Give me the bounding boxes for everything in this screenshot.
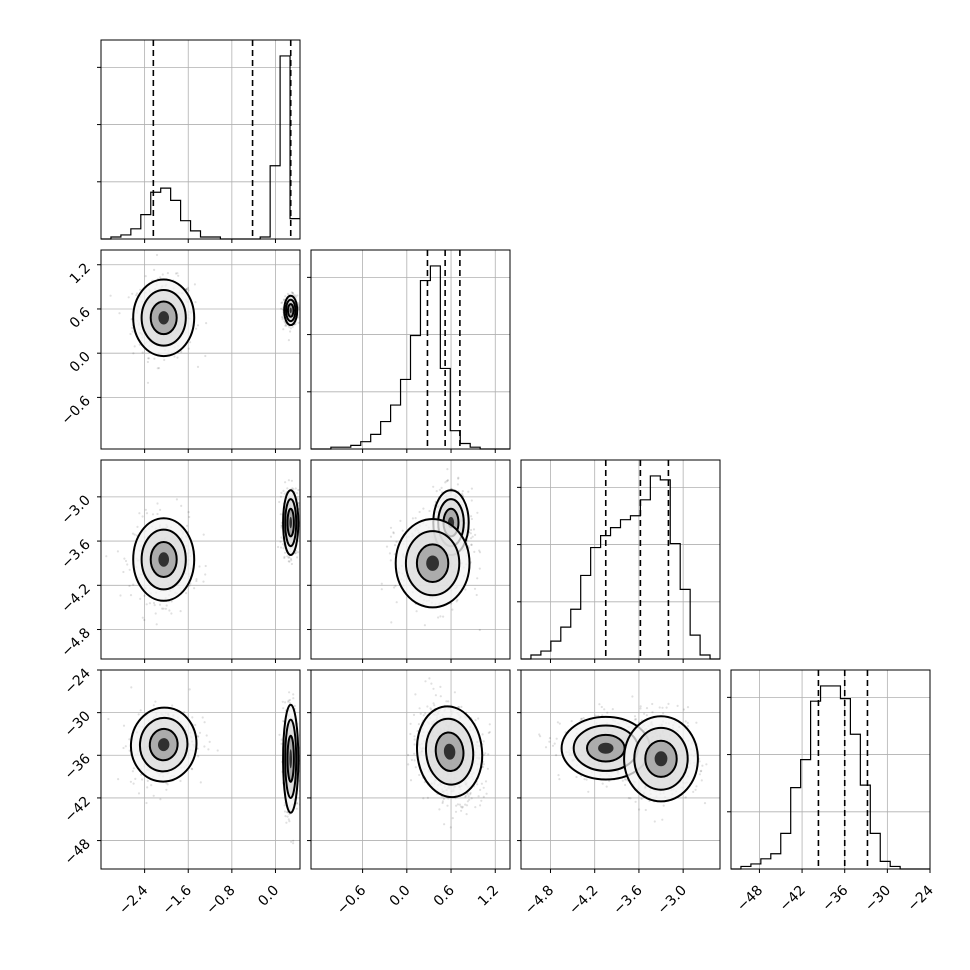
scatter-panel-1-2 [97,249,301,453]
panel-frame [100,459,301,660]
histogram-steps [521,475,720,660]
density-contour [157,738,170,752]
x-tick-label: 1.2 [475,883,502,910]
histogram-steps [731,685,930,870]
x-tick-label: 0.6 [431,882,458,909]
x-tick-label: −1.6 [160,882,195,917]
x-tick-label: −24 [905,882,937,914]
x-tick-label: −36 [819,882,851,914]
histogram-steps [311,265,510,450]
y-tick-label: −3.6 [58,537,93,572]
y-tick-label: 0.6 [67,304,94,331]
hist-panel-2 [307,249,511,453]
density-contour [289,749,292,769]
y-tick-label: −0.6 [58,393,93,428]
x-tick-label: −3.0 [655,883,690,918]
hist-panel-3 [517,459,721,663]
panel-frame [520,669,721,870]
panel-frame [520,459,721,660]
panel-frame [310,669,511,870]
histogram-steps [101,55,300,240]
panel-bg [101,250,300,449]
panel-frame [730,669,931,870]
panel-frame [310,459,511,660]
x-tick-label: −42 [777,883,809,915]
x-tick-label: −30 [862,883,894,915]
y-tick-label: 1.2 [67,260,94,287]
panel-bg [101,670,300,869]
density-contour [289,307,292,313]
y-tick-label: −42 [62,793,94,825]
scatter-panel-1-3 [97,459,301,663]
x-tick-label: −2.4 [116,882,151,917]
y-tick-label: −24 [62,665,94,697]
density-contour [654,751,668,767]
hist-panel-1 [97,39,301,243]
x-tick-label: −4.8 [522,883,557,918]
panel-frame [100,249,301,450]
x-tick-label: −0.6 [334,882,369,917]
density-contour [598,742,614,754]
scatter-panel-2-3 [307,459,511,663]
panel-frame [100,669,301,870]
density-contour [426,555,439,571]
x-tick-label: −3.6 [610,882,645,917]
y-tick-label: −3.0 [58,492,93,527]
y-tick-label: −36 [62,751,94,783]
scatter-panel-1-4 [97,669,301,873]
x-tick-label: 0.0 [255,883,282,910]
x-tick-label: −4.2 [566,883,601,918]
x-tick-label: −0.8 [203,883,238,918]
panel-frame [310,249,511,450]
density-contour [289,516,292,529]
density-contour [443,743,456,760]
x-tick-label: 0.0 [387,883,414,910]
density-contour [158,552,169,567]
y-tick-label: −4.2 [58,581,93,616]
hist-panel-4 [727,669,931,873]
y-tick-label: −30 [62,708,94,740]
y-tick-label: −4.8 [58,625,93,660]
panel-frame [100,39,301,240]
scatter-panel-2-4 [307,669,511,873]
scatter-panel-3-4 [517,669,721,873]
y-tick-label: −48 [62,836,94,868]
density-contour [158,311,169,325]
y-tick-label: 0.0 [67,349,94,376]
x-tick-label: −48 [734,883,766,915]
